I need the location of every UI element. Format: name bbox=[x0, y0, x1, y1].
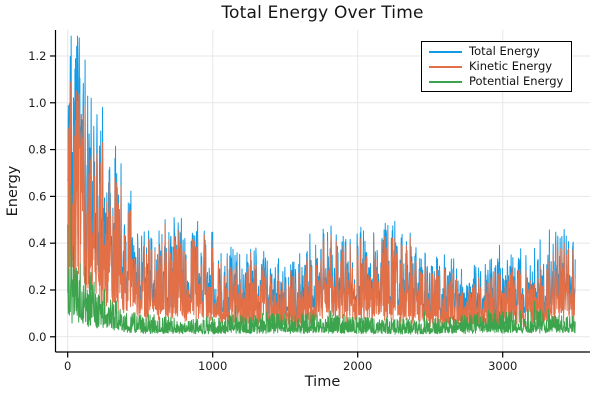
y-tick-label: 1.2 bbox=[28, 49, 46, 63]
legend-item-kinetic: Kinetic Energy bbox=[429, 60, 571, 74]
legend-label-kinetic-energy: Kinetic Energy bbox=[469, 59, 553, 73]
y-tick-label: 0.2 bbox=[28, 283, 46, 297]
legend-item-potential: Potential Energy bbox=[429, 75, 571, 89]
legend-box: Total Energy Kinetic Energy Potential En… bbox=[421, 41, 572, 92]
y-tick-label: 0.4 bbox=[28, 236, 46, 250]
legend-item-total: Total Energy bbox=[429, 45, 571, 59]
legend-line-kinetic-energy bbox=[429, 65, 462, 68]
chart-title: Total Energy Over Time bbox=[221, 3, 424, 23]
series-kinetic-energy bbox=[67, 81, 576, 329]
legend-label-potential-energy: Potential Energy bbox=[469, 74, 564, 88]
legend-line-total-energy bbox=[429, 50, 462, 53]
y-tick-label: 0.0 bbox=[28, 330, 46, 344]
axes-spines bbox=[50, 30, 590, 358]
x-tick-label: 2000 bbox=[343, 359, 372, 373]
series-potential-energy bbox=[67, 185, 576, 335]
x-tick-label: 0 bbox=[64, 359, 71, 373]
x-tick-label: 3000 bbox=[488, 359, 517, 373]
y-tick-label: 0.6 bbox=[28, 189, 46, 203]
tick-labels: 0 1000 2000 3000 0.0 0.2 0.4 0.6 0.8 1.0 1.2 bbox=[28, 49, 517, 373]
legend-label-total-energy: Total Energy bbox=[469, 44, 540, 58]
x-tick-label: 1000 bbox=[198, 359, 227, 373]
legend-line-potential-energy bbox=[429, 80, 462, 83]
y-tick-label: 1.0 bbox=[28, 96, 46, 110]
data-series bbox=[67, 35, 576, 335]
y-tick-label: 0.8 bbox=[28, 143, 46, 157]
x-axis-label: Time bbox=[304, 374, 341, 390]
